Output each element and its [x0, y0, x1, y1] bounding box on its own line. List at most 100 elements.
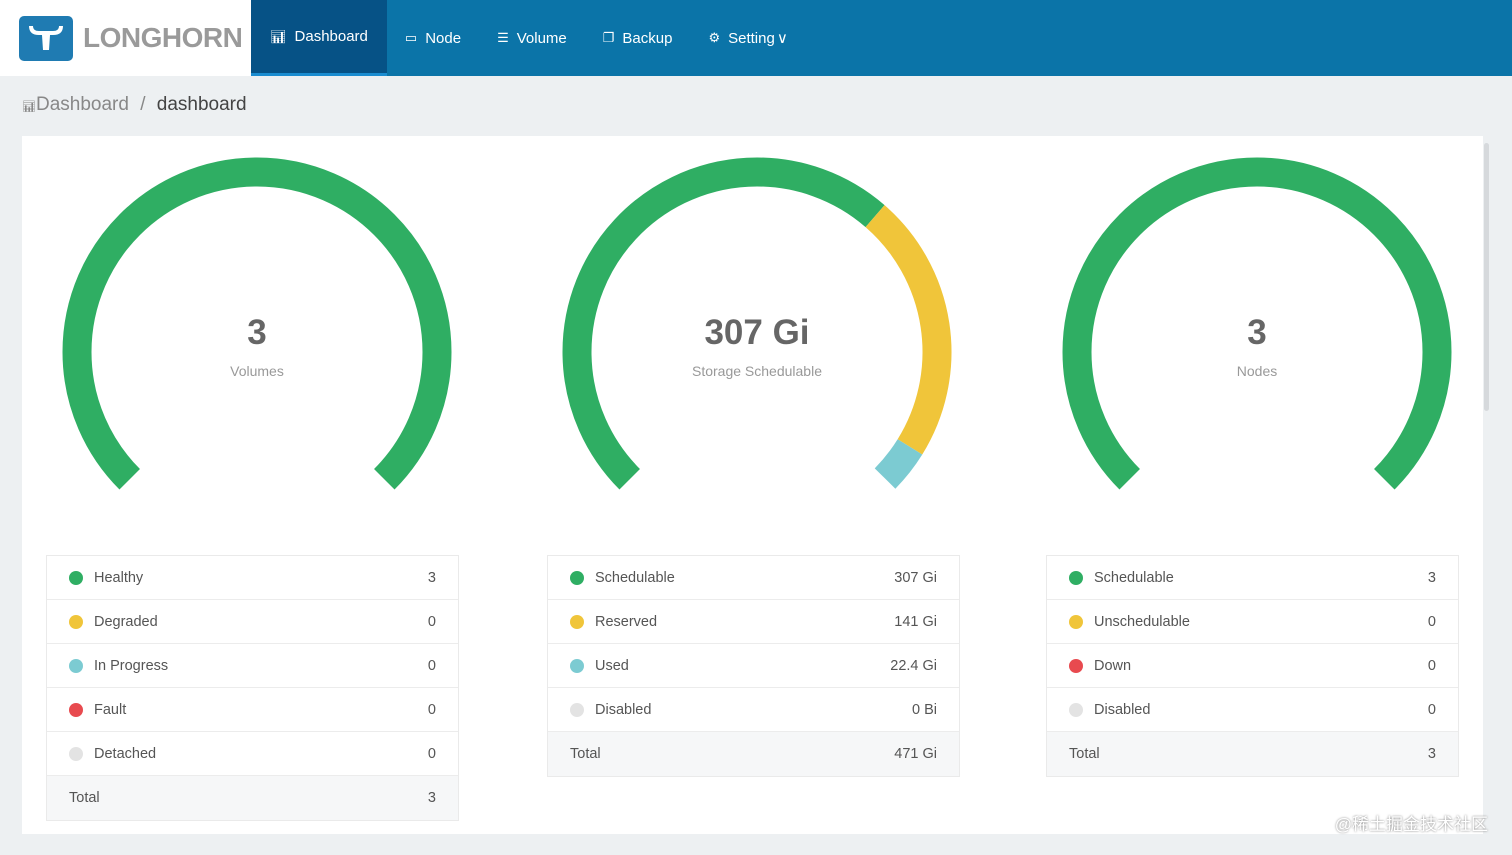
storage-summary-table: Schedulable 307 Gi Reserved 141 Gi Used 22.4 … [547, 555, 960, 777]
bar-chart-icon: 📊︎ [270, 28, 287, 44]
total-label: Total [69, 790, 100, 806]
gear-icon: ⚙ [708, 30, 721, 45]
scrollbar[interactable] [1484, 143, 1489, 411]
table-row: Unschedulable 0 [1047, 600, 1458, 644]
row-value: 3 [427, 569, 436, 586]
status-dot-icon [69, 658, 83, 673]
status-dot-icon [570, 570, 584, 585]
table-row: Reserved 141 Gi [548, 600, 959, 644]
nav-volume[interactable]: ☰ Volume [479, 0, 585, 76]
row-label: Reserved [595, 613, 658, 630]
row-label: Detached [94, 745, 157, 762]
row-value: 3 [1427, 569, 1436, 586]
gauge-segment [874, 438, 923, 489]
table-row: Down 0 [1047, 644, 1458, 688]
row-value: 0 [427, 745, 436, 762]
volumes-gauge: 3 Volumes [57, 150, 457, 510]
status-dot-icon [570, 614, 584, 629]
row-value: 0 [1427, 657, 1436, 674]
total-value: 471 Gi [894, 746, 937, 762]
status-dot-icon [69, 570, 83, 585]
row-label: Degraded [94, 613, 158, 630]
watermark: @稀土掘金技术社区 [1334, 815, 1488, 834]
row-label: Disabled [1094, 701, 1151, 718]
bar-chart-icon: 📊︎ [22, 101, 36, 113]
row-value: 0 [427, 657, 436, 674]
chevron-down-icon: ∨ [776, 30, 788, 47]
nav-label: Dashboard [294, 28, 368, 45]
total-row: Total 3 [1047, 732, 1458, 776]
copy-icon: ❐ [602, 30, 615, 45]
table-row: Fault 0 [47, 688, 458, 732]
row-value: 307 Gi [894, 569, 937, 586]
status-dot-icon [1069, 570, 1083, 585]
row-value: 0 [1427, 613, 1436, 630]
row-value: 0 [427, 613, 436, 630]
status-dot-icon [1069, 702, 1083, 717]
total-row: Total 471 Gi [548, 732, 959, 776]
status-dot-icon [69, 614, 83, 629]
breadcrumb-separator: / [140, 94, 146, 115]
total-label: Total [570, 746, 601, 762]
status-dot-icon [69, 746, 83, 761]
nav-label: Volume [516, 29, 567, 47]
total-value: 3 [1427, 746, 1436, 762]
gauge-label: Storage Schedulable [692, 363, 822, 379]
status-dot-icon [1069, 658, 1083, 673]
table-row: Schedulable 307 Gi [548, 556, 959, 600]
status-dot-icon [570, 658, 584, 673]
row-value: 141 Gi [894, 613, 937, 630]
row-value: 0 [1427, 701, 1436, 718]
nav-backup[interactable]: ❐ Backup [585, 0, 691, 76]
gauge-label: Volumes [230, 363, 284, 379]
table-row: Used 22.4 Gi [548, 644, 959, 688]
brand-name: LONGHORN [83, 22, 243, 53]
row-value: 0 Bi [912, 701, 937, 718]
logo[interactable]: LONGHORN [0, 0, 251, 76]
nav-label: Backup [622, 29, 673, 47]
row-label: Schedulable [1094, 569, 1174, 586]
row-label: In Progress [94, 657, 169, 674]
status-dot-icon [1069, 614, 1083, 629]
row-label: Unschedulable [1094, 613, 1190, 630]
row-label: Down [1094, 657, 1132, 674]
nav-dashboard[interactable]: 📊︎ Dashboard [251, 0, 387, 76]
breadcrumb: 📊︎Dashboard / dashboard [22, 94, 247, 116]
nav-setting[interactable]: ⚙ Setting ∨ [690, 0, 805, 76]
gauge-segment [562, 157, 885, 490]
row-value: 22.4 Gi [890, 657, 937, 674]
row-label: Fault [94, 701, 127, 718]
table-row: Disabled 0 [1047, 688, 1458, 732]
row-label: Schedulable [595, 569, 675, 586]
gauge-segment [62, 157, 452, 490]
table-row: Healthy 3 [47, 556, 458, 600]
storage-gauge: 307 Gi Storage Schedulable [557, 150, 957, 510]
breadcrumb-current: dashboard [156, 94, 247, 115]
table-row: Disabled 0 Bi [548, 688, 959, 732]
nodes-summary-table: Schedulable 3 Unschedulable 0 Down 0 Disabled 0… [1046, 555, 1459, 777]
nav-label: Setting [728, 29, 775, 47]
volumes-summary-table: Healthy 3 Degraded 0 In Progress 0 Fault 0 Detac… [46, 555, 459, 821]
gauge-label: Nodes [1236, 363, 1278, 379]
gauge-segment [865, 205, 952, 455]
gauge-value: 3 [1247, 313, 1267, 352]
row-label: Disabled [595, 701, 652, 718]
nav-label: Node [425, 29, 462, 47]
table-row: Detached 0 [47, 732, 458, 776]
gauge-value: 3 [247, 313, 267, 352]
laptop-icon: ▭ [404, 30, 418, 45]
row-label: Healthy [94, 569, 144, 586]
status-dot-icon [570, 702, 584, 717]
table-row: In Progress 0 [47, 644, 458, 688]
database-icon: ☰ [497, 30, 509, 45]
breadcrumb-parent[interactable]: Dashboard [35, 94, 129, 115]
row-label: Used [595, 657, 629, 674]
gauge-value: 307 Gi [704, 313, 810, 352]
nav-node[interactable]: ▭ Node [387, 0, 479, 76]
total-value: 3 [427, 790, 436, 806]
status-dot-icon [69, 702, 83, 717]
total-label: Total [1069, 746, 1100, 762]
table-row: Schedulable 3 [1047, 556, 1458, 600]
top-nav-bar: LONGHORN 📊︎ Dashboard ▭ Node ☰ Volume ❐ Back… [0, 0, 1512, 76]
row-value: 0 [427, 701, 436, 718]
